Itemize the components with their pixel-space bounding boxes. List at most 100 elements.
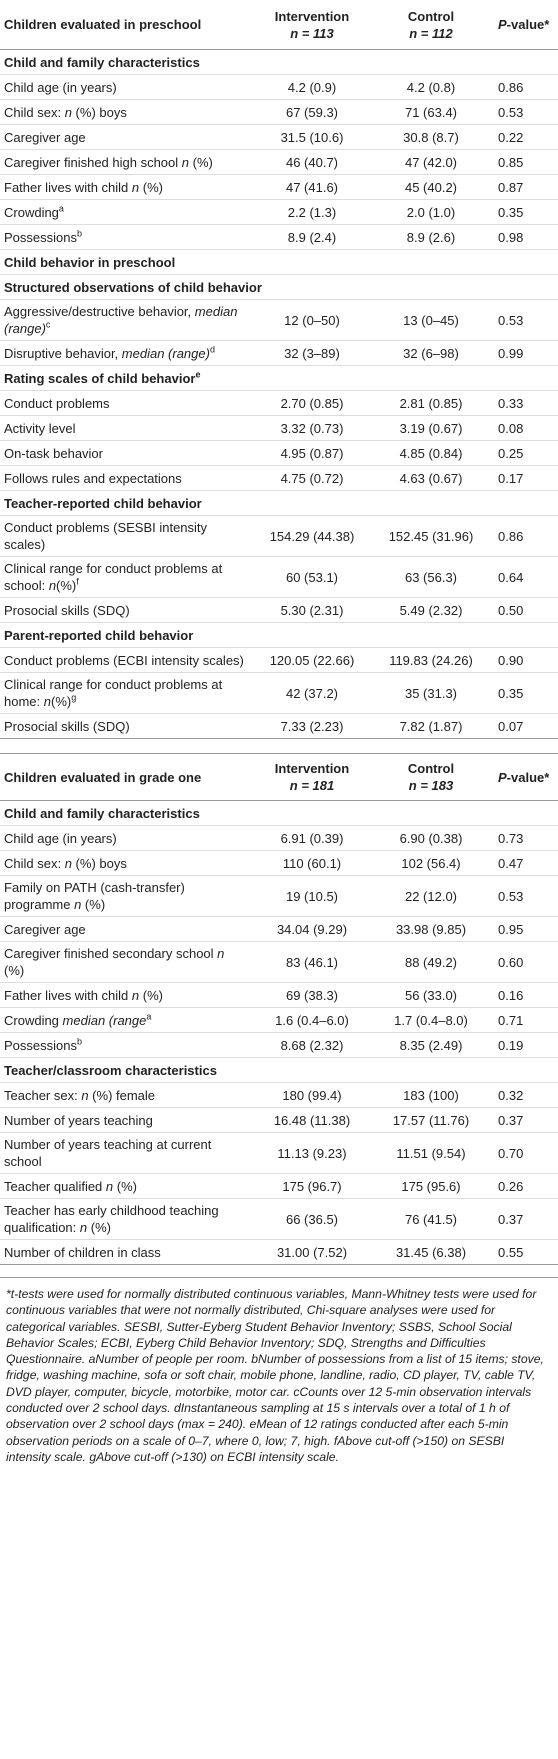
row-label: Clinical range for conduct problems at s… — [0, 557, 252, 597]
row-label-text: Number of children in class — [4, 1244, 161, 1260]
header-group: Children evaluated in grade one — [4, 769, 202, 785]
row-label: Child age (in years) — [0, 827, 252, 850]
row-label: Disruptive behavior, median (range)d — [0, 342, 252, 365]
section-label-text: Child behavior in preschool — [4, 254, 176, 270]
intervention-value: 66 (36.5) — [285, 1211, 339, 1227]
intervention-value: 83 (46.1) — [285, 954, 339, 970]
row-label-text: Activity level — [4, 420, 76, 436]
footnote-marker: a — [146, 1011, 152, 1022]
table-row: On-task behavior 4.95 (0.87) 4.85 (0.84) 0.… — [0, 441, 558, 466]
row-label-text: Father lives with child n (%) — [4, 179, 163, 195]
row-label-text: Caregiver age — [4, 129, 86, 145]
row-label: Number of years teaching — [0, 1109, 252, 1132]
row-label-text: Possessions — [4, 1037, 77, 1053]
p-value: 0.25 — [498, 445, 524, 461]
row-label: Family on PATH (cash-transfer) programme… — [0, 876, 252, 916]
header-intervention-n: n = 113 — [290, 25, 334, 41]
section-label: Child and family characteristics — [0, 51, 558, 74]
row-label-text: Aggressive/destructive behavior, median … — [4, 304, 238, 336]
p-value: 0.35 — [498, 204, 524, 220]
intervention-value: 67 (59.3) — [285, 104, 339, 120]
row-label-text: Conduct problems (SESBI intensity scales… — [4, 520, 208, 552]
table-row: Father lives with child n (%) 47 (41.6) 45… — [0, 175, 558, 200]
intervention-value: 2.70 (0.85) — [280, 395, 344, 411]
header-pvalue: P-value* — [498, 769, 550, 785]
table-row: Clinical range for conduct problems at s… — [0, 557, 558, 598]
row-label-text: Child sex: n (%) boys — [4, 104, 127, 120]
intervention-value: 31.5 (10.6) — [280, 129, 344, 145]
control-value: 6.90 (0.38) — [399, 830, 463, 846]
section-header: Rating scales of child behaviore — [0, 366, 558, 391]
p-value: 0.26 — [498, 1178, 524, 1194]
intervention-value: 19 (10.5) — [285, 888, 339, 904]
row-label: Teacher sex: n (%) female — [0, 1084, 252, 1107]
intervention-value: 34.04 (9.29) — [276, 921, 348, 937]
table-row: Clinical range for conduct problems at h… — [0, 673, 558, 714]
intervention-value: 8.68 (2.32) — [280, 1037, 344, 1053]
row-label: Follows rules and expectations — [0, 467, 252, 490]
header-control-label: Control — [407, 761, 455, 776]
section-label: Rating scales of child behaviore — [0, 367, 558, 390]
p-value: 0.19 — [498, 1037, 524, 1053]
row-label: Child sex: n (%) boys — [0, 101, 252, 124]
row-label-text: Conduct problems — [4, 395, 110, 411]
intervention-value: 32 (3–89) — [284, 345, 340, 361]
p-value: 0.90 — [498, 652, 524, 668]
control-value: 102 (56.4) — [401, 855, 461, 871]
intervention-value: 4.2 (0.9) — [287, 79, 337, 95]
control-value: 17.57 (11.76) — [392, 1112, 470, 1128]
footnote-marker: a — [58, 203, 64, 214]
table-body: Child and family characteristics Child ag… — [0, 50, 558, 739]
section-header: Child behavior in preschool — [0, 250, 558, 275]
table-row: Caregiver age 34.04 (9.29) 33.98 (9.85) 0.9… — [0, 917, 558, 942]
section-label: Teacher/classroom characteristics — [0, 1059, 558, 1082]
row-label: Prosocial skills (SDQ) — [0, 715, 252, 738]
intervention-value: 69 (38.3) — [285, 987, 339, 1003]
row-label-text: Teacher qualified n (%) — [4, 1178, 137, 1194]
control-value: 183 (100) — [403, 1087, 459, 1103]
footnote-marker: g — [71, 692, 77, 703]
header-control-n: n = 183 — [408, 778, 454, 793]
footnote-marker: d — [209, 344, 215, 355]
header-intervention-label: Intervention — [274, 8, 350, 24]
section-label-text: Parent-reported child behavior — [4, 627, 194, 643]
row-label-text: Number of years teaching at current scho… — [4, 1137, 212, 1169]
p-value: 0.85 — [498, 154, 524, 170]
section-label-text: Rating scales of child behavior — [4, 370, 196, 386]
control-value: 2.81 (0.85) — [399, 395, 463, 411]
control-value: 88 (49.2) — [404, 954, 458, 970]
table-row: Activity level 3.32 (0.73) 3.19 (0.67) 0.08 — [0, 416, 558, 441]
row-label: Child sex: n (%) boys — [0, 852, 252, 875]
row-label-text: Teacher sex: n (%) female — [4, 1087, 156, 1103]
table-row: Family on PATH (cash-transfer) programme… — [0, 876, 558, 917]
p-value: 0.08 — [498, 420, 524, 436]
section-header: Teacher/classroom characteristics — [0, 1058, 558, 1083]
table-row: Number of years teaching 16.48 (11.38) 17.… — [0, 1108, 558, 1133]
control-value: 13 (0–45) — [403, 312, 459, 328]
row-label-text: Conduct problems (ECBI intensity scales) — [4, 652, 244, 668]
control-value: 76 (41.5) — [404, 1211, 458, 1227]
control-value: 45 (40.2) — [404, 179, 458, 195]
p-value: 0.07 — [498, 718, 524, 734]
header-intervention-n: n = 181 — [289, 778, 335, 793]
p-value: 0.22 — [498, 129, 524, 145]
p-value: 0.73 — [498, 830, 524, 846]
table-header: Children evaluated in preschool Interven… — [0, 0, 558, 50]
row-label-text: Caregiver finished high school n (%) — [4, 154, 213, 170]
header-group: Children evaluated in preschool — [4, 17, 202, 32]
section-label-text: Structured observations of child behavio… — [4, 279, 262, 295]
control-value: 22 (12.0) — [404, 888, 458, 904]
control-value: 47 (42.0) — [404, 154, 458, 170]
table-row: Number of children in class 31.00 (7.52) 3… — [0, 1240, 558, 1265]
p-value: 0.86 — [498, 79, 524, 95]
intervention-value: 175 (96.7) — [282, 1178, 342, 1194]
control-value: 3.19 (0.67) — [399, 420, 463, 436]
section-label: Child behavior in preschool — [0, 251, 558, 274]
p-value: 0.71 — [498, 1012, 524, 1028]
header-intervention-label: Intervention — [274, 761, 350, 776]
row-label: Caregiver finished high school n (%) — [0, 151, 252, 174]
p-value: 0.50 — [498, 602, 524, 618]
table-row: Caregiver age 31.5 (10.6) 30.8 (8.7) 0.22 — [0, 125, 558, 150]
intervention-value: 4.95 (0.87) — [280, 445, 344, 461]
row-label-text: Family on PATH (cash-transfer) programme… — [4, 880, 185, 912]
